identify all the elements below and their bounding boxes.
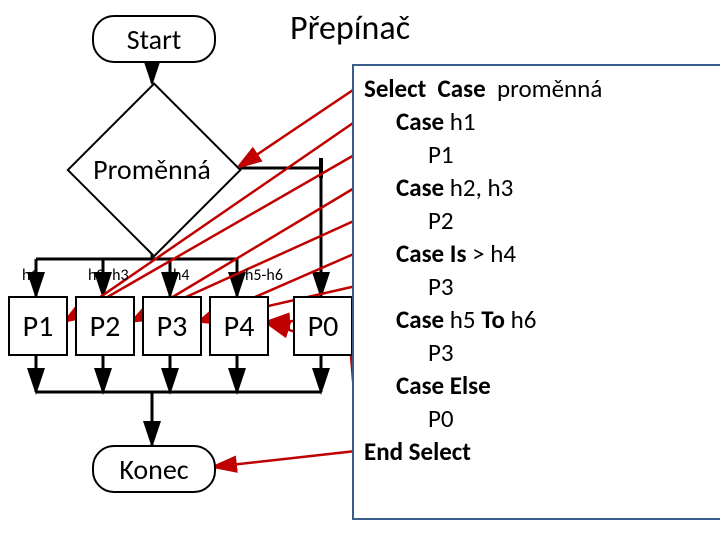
branch-label: h2, h3: [88, 266, 129, 285]
branch-label: h5-h6: [245, 266, 283, 285]
decision-label: Proměnná: [72, 152, 232, 187]
code-line: Case h1: [364, 105, 720, 138]
code-line: Case h2, h3: [364, 171, 720, 204]
branch-label: h1: [22, 266, 39, 285]
code-line: P3: [364, 336, 720, 369]
end-node: Konec: [92, 445, 216, 493]
code-line: P0: [364, 402, 720, 435]
code-line: Case h5 To h6: [364, 303, 720, 336]
code-line: P2: [364, 204, 720, 237]
code-line: Case Is > h4: [364, 237, 720, 270]
process-box: P2: [75, 296, 135, 356]
process-box: P1: [8, 296, 68, 356]
code-line: End Select: [364, 435, 720, 468]
code-line: P1: [364, 138, 720, 171]
process-box: P4: [209, 296, 269, 356]
page-title: Přepínač: [290, 8, 410, 49]
process-box: P3: [142, 296, 202, 356]
code-line: Select Case proměnná: [364, 72, 720, 105]
branch-label: >h4: [165, 266, 189, 285]
code-panel: Select Case proměnnáCase h1P1Case h2, h3…: [352, 64, 720, 520]
code-line: P3: [364, 270, 720, 303]
process-box: P0: [293, 296, 353, 356]
start-node: Start: [92, 15, 216, 63]
code-line: Case Else: [364, 369, 720, 402]
